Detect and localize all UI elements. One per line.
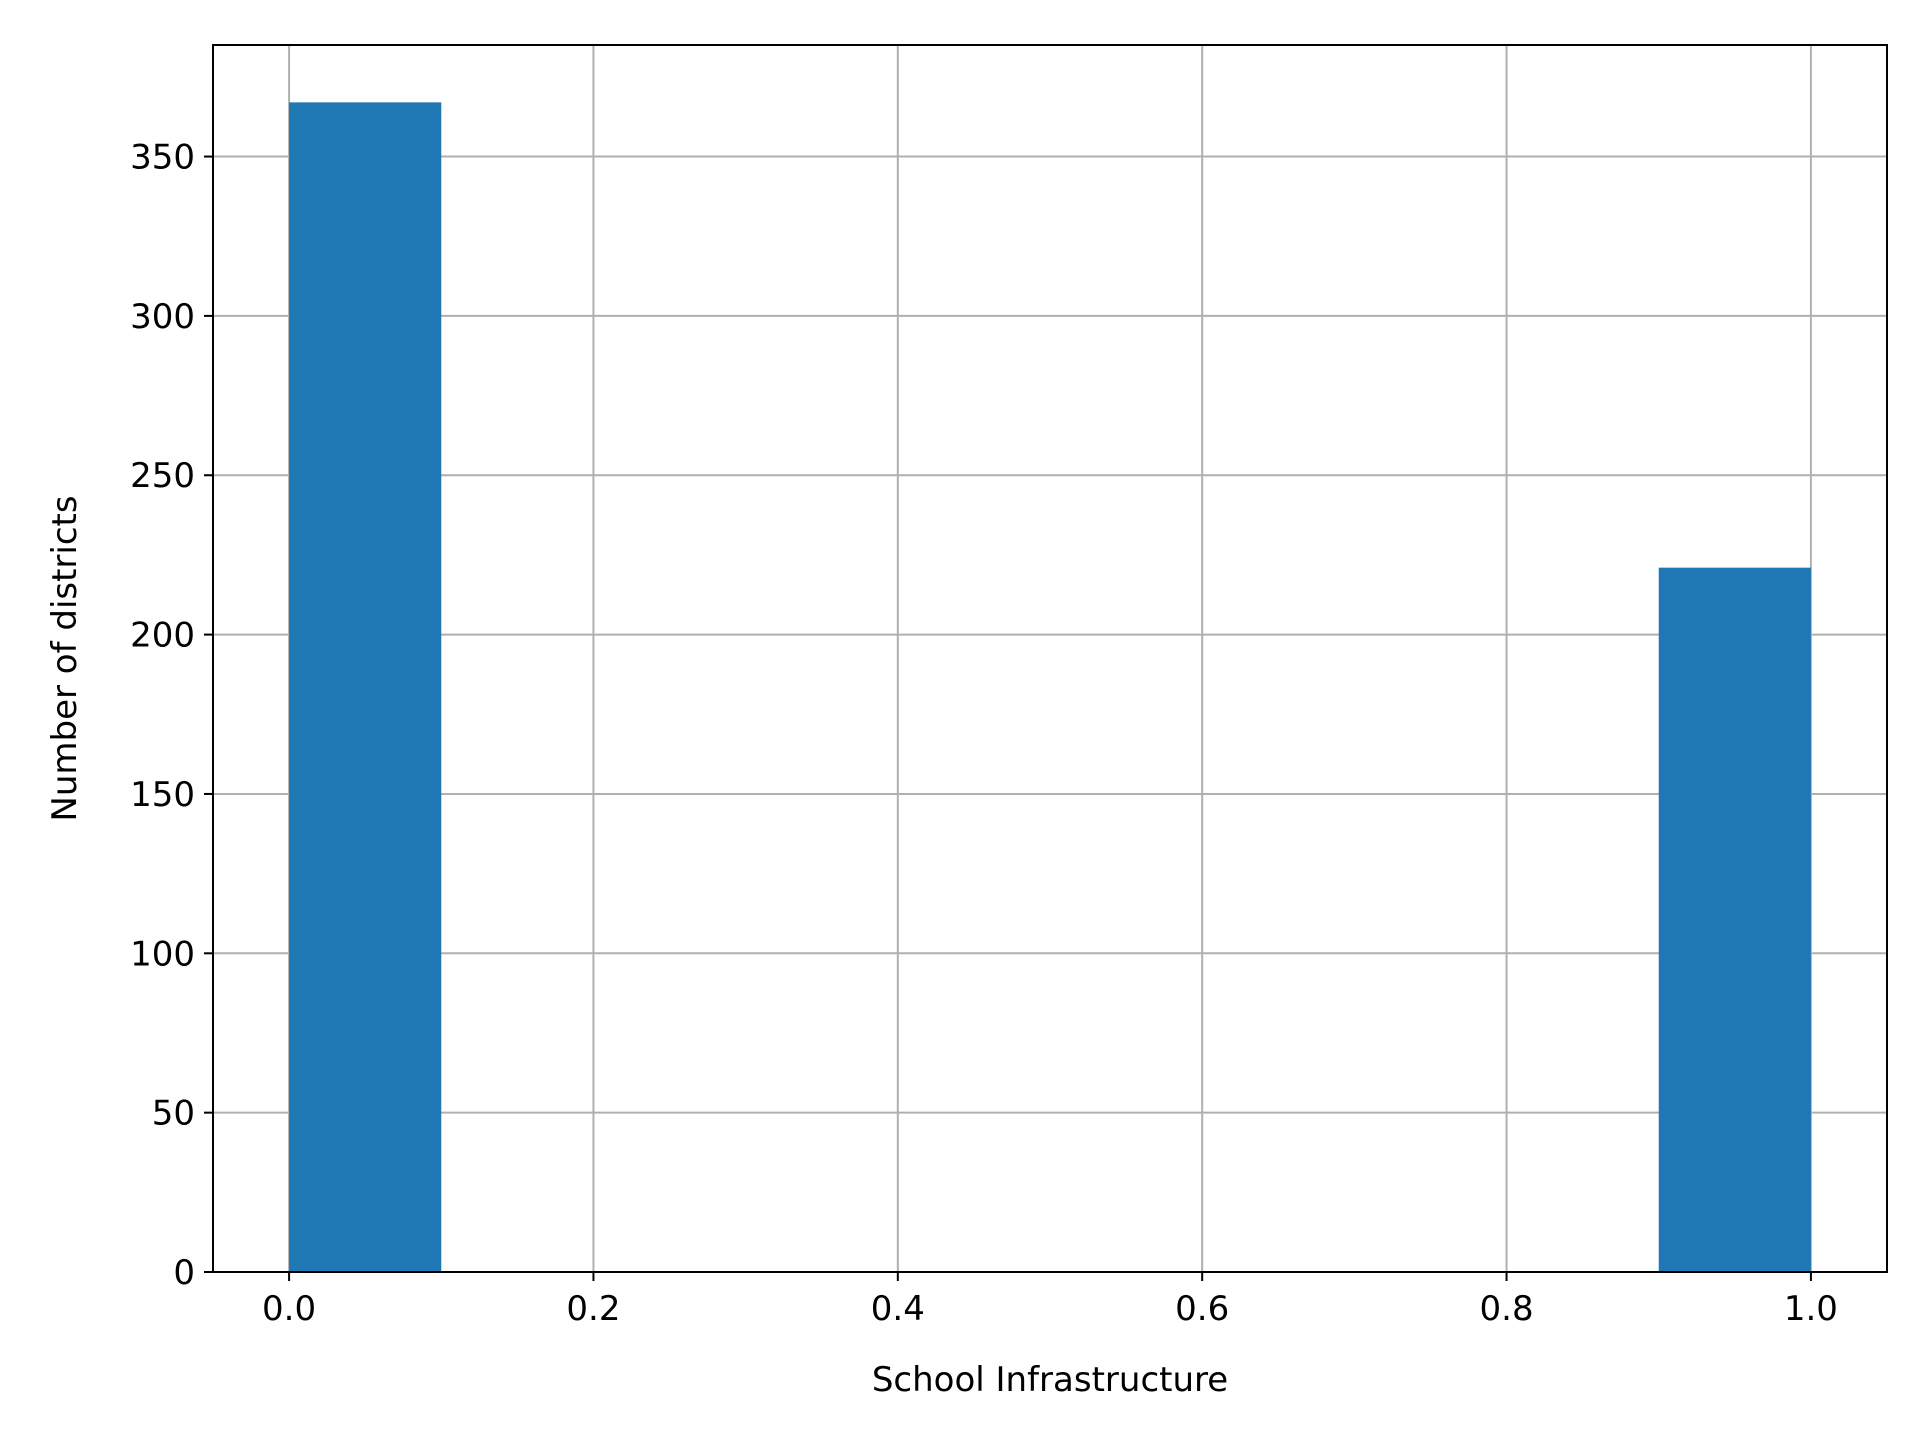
x-tick-label: 0.8: [1480, 1289, 1534, 1329]
y-axis-label: Number of districts: [45, 495, 85, 821]
grid-lines: [213, 45, 1887, 1273]
y-tick-label: 150: [130, 775, 195, 815]
y-tick-label: 350: [130, 138, 195, 178]
x-tick-label: 0.4: [871, 1289, 925, 1329]
y-tick-label: 0: [173, 1253, 195, 1293]
plot-background: [213, 45, 1887, 1272]
y-tick-label: 300: [130, 297, 195, 337]
x-tick-label: 0.6: [1175, 1289, 1229, 1329]
bars: [289, 102, 1811, 1273]
histogram-bar: [289, 102, 442, 1273]
y-tick-label: 250: [130, 456, 195, 496]
x-axis-label: School Infrastructure: [872, 1360, 1228, 1400]
histogram-bar: [1658, 567, 1811, 1272]
plot-frame: [212, 44, 1888, 1273]
x-tick-label: 1.0: [1784, 1289, 1838, 1329]
y-tick-label: 200: [130, 616, 195, 656]
x-tick-label: 0.0: [262, 1289, 316, 1329]
axis-ticks: 0.0 0.2 0.4 0.6 0.8 1.0 0 50 100 150 200 250 300 350: [130, 138, 1838, 1329]
y-tick-label: 50: [152, 1094, 195, 1134]
y-tick-label: 100: [130, 934, 195, 974]
x-tick-label: 0.2: [566, 1289, 620, 1329]
